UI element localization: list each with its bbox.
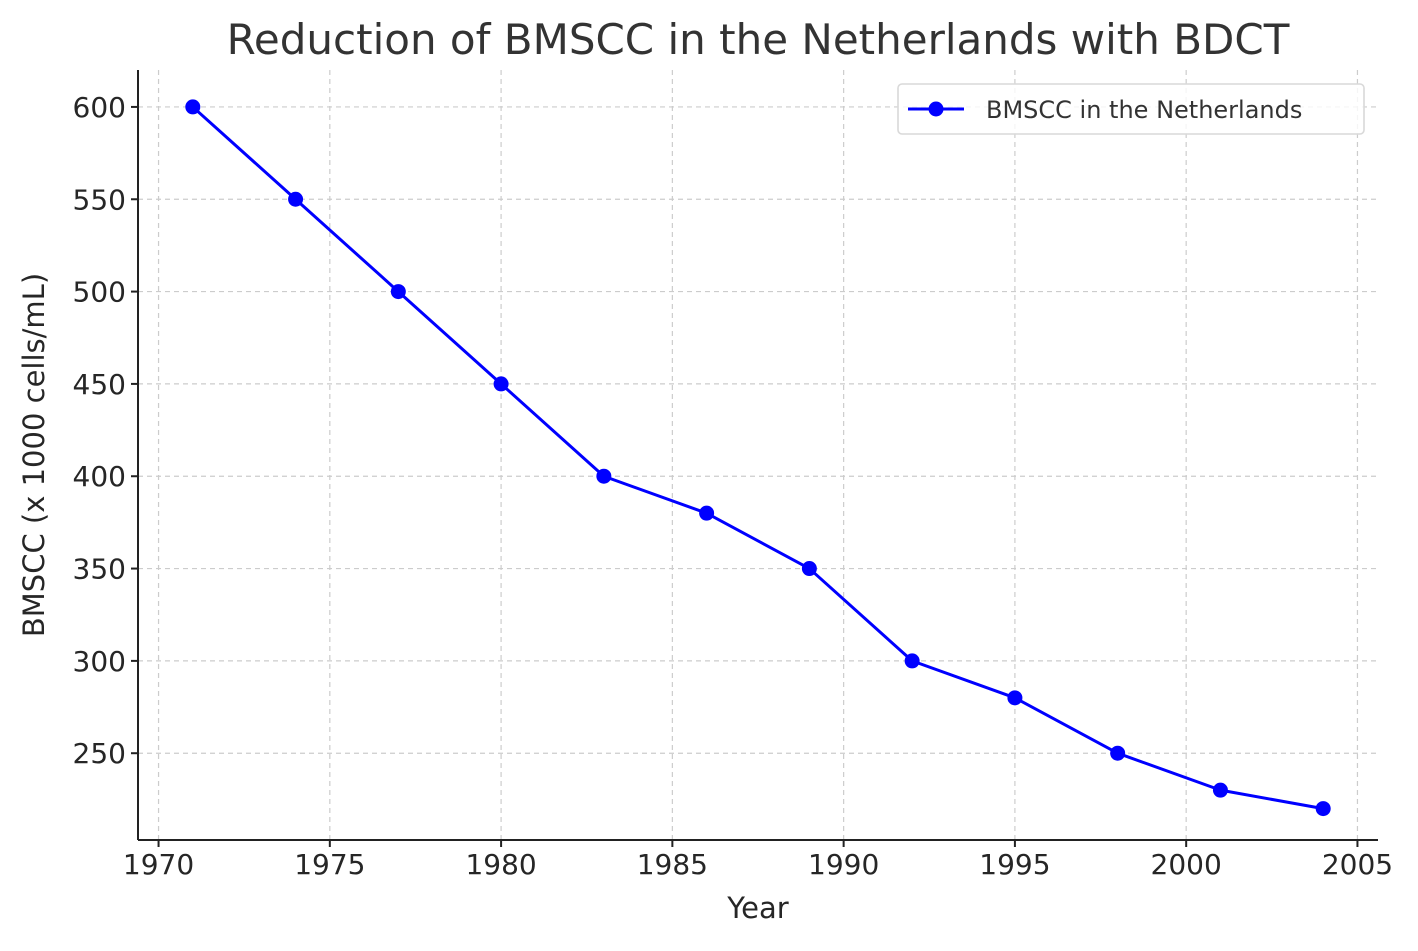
data-point <box>1007 690 1023 706</box>
x-tick-label: 2000 <box>1151 848 1222 881</box>
x-tick-label: 2005 <box>1322 848 1393 881</box>
x-tick-label: 1995 <box>979 848 1050 881</box>
data-point <box>493 376 509 392</box>
y-axis-label: BMSCC (x 1000 cells/mL) <box>17 273 51 637</box>
axes: 1970 1975 1980 1985 1990 1995 2000 2005 250 300 35… <box>73 70 1393 881</box>
y-tick-label: 450 <box>73 368 126 401</box>
data-point <box>699 505 715 521</box>
x-axis-label: Year <box>726 891 788 925</box>
data-point <box>1212 782 1228 798</box>
legend-box <box>897 83 1365 135</box>
y-tick-label: 300 <box>73 645 126 678</box>
x-tick-label: 1970 <box>123 848 194 881</box>
data-point <box>801 561 817 577</box>
y-tick-label: 550 <box>73 183 126 216</box>
legend-label: BMSCC in the Netherlands <box>986 96 1302 124</box>
y-tick-label: 250 <box>73 737 126 770</box>
legend-marker <box>928 101 944 117</box>
y-tick-label: 400 <box>73 460 126 493</box>
series-layer <box>185 99 1331 817</box>
data-point <box>288 191 304 207</box>
y-tick-label: 500 <box>73 276 126 309</box>
data-point <box>185 99 201 115</box>
data-point <box>1110 745 1126 761</box>
legend: BMSCC in the Netherlands <box>897 83 1365 135</box>
y-tick-label: 350 <box>73 553 126 586</box>
x-tick-label: 1980 <box>465 848 536 881</box>
x-tick-label: 1975 <box>294 848 365 881</box>
series-line <box>191 105 1325 811</box>
chart-title: Reduction of BMSCC in the Netherlands wi… <box>227 15 1290 64</box>
data-point <box>596 468 612 484</box>
x-tick-label: 1985 <box>637 848 708 881</box>
x-tick-label: 1990 <box>808 848 879 881</box>
y-tick-label: 600 <box>73 91 126 124</box>
grid <box>138 70 1378 840</box>
data-point <box>904 653 920 669</box>
data-point <box>1315 801 1331 817</box>
data-point <box>390 284 406 300</box>
